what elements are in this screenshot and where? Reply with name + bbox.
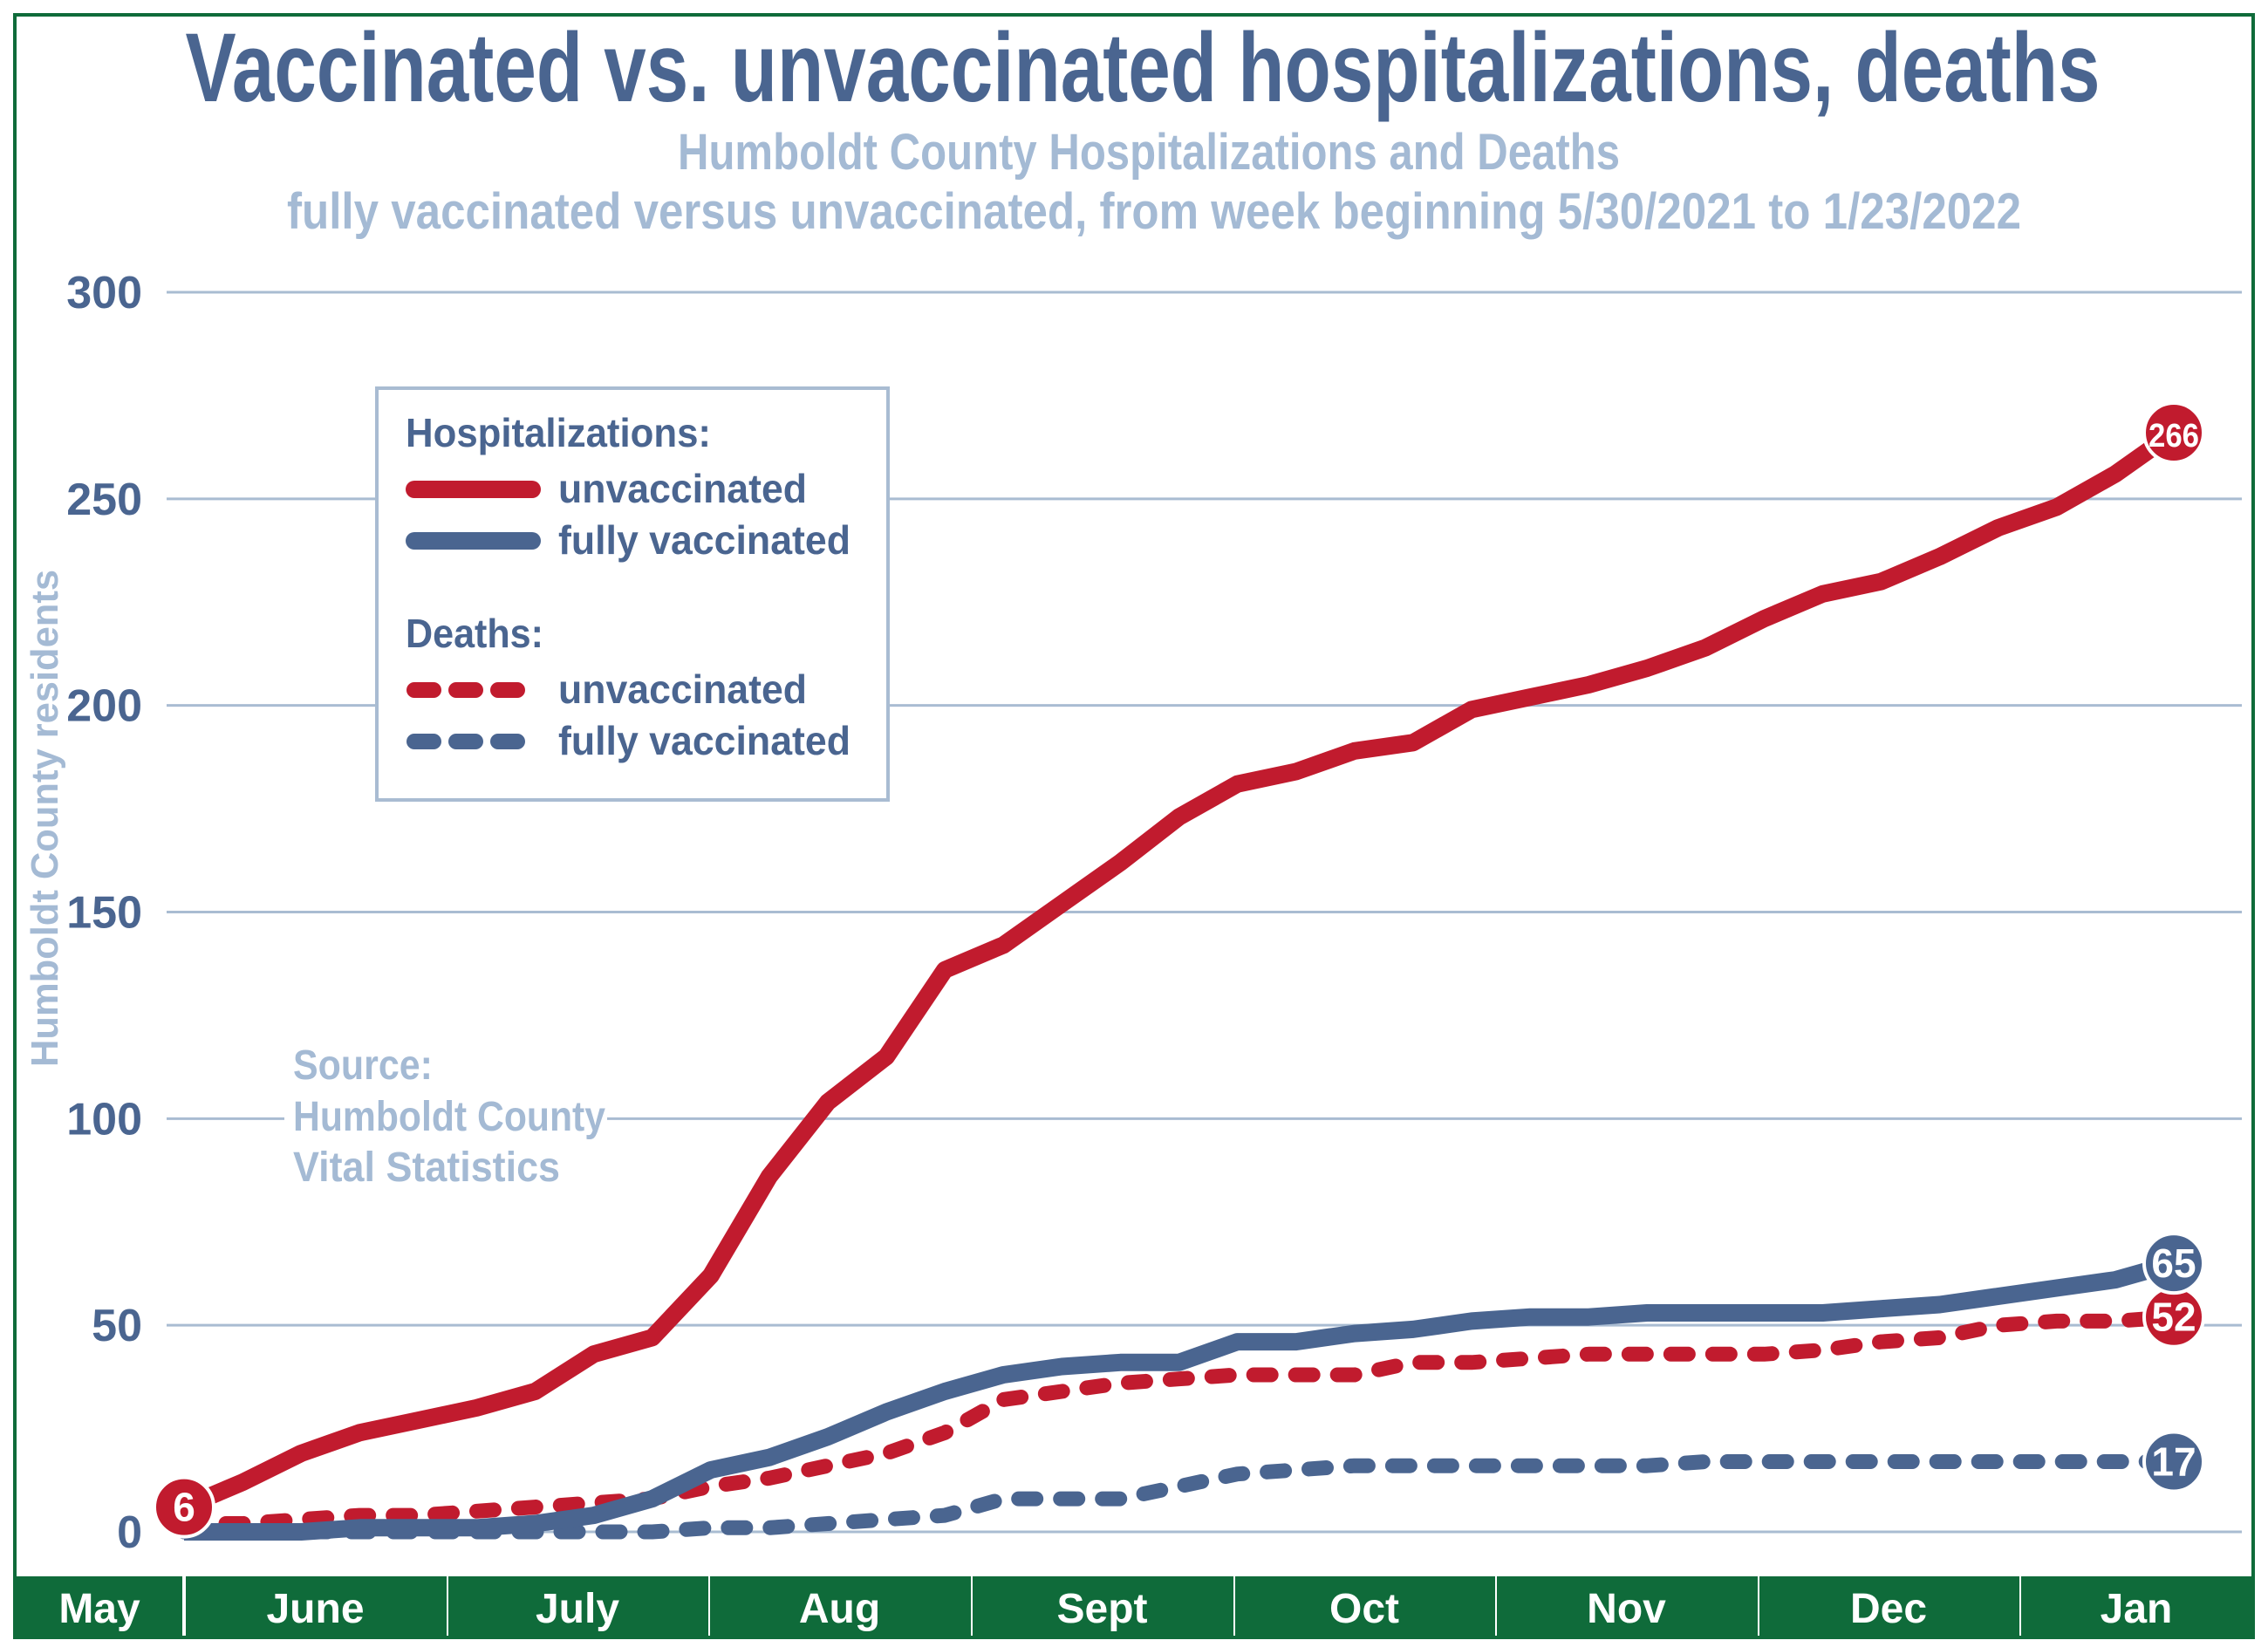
month-label: Aug xyxy=(799,1586,880,1632)
data-label-badge xyxy=(2142,401,2205,465)
data-label-text: 65 xyxy=(2151,1240,2196,1286)
month-cell xyxy=(710,1576,971,1637)
chart-frame xyxy=(13,13,2255,1639)
data-label-text: 266 xyxy=(2148,418,2199,454)
y-tick-label: 100 xyxy=(66,1094,142,1145)
month-label: May xyxy=(58,1586,140,1632)
source-line: Vital Statistics xyxy=(293,1145,560,1191)
month-cell xyxy=(1235,1576,1495,1637)
y-axis-label: Humboldt County residents xyxy=(24,570,66,1067)
data-label-badge xyxy=(2142,1232,2205,1295)
chart-title: Vaccinated vs. unvaccinated hospitalizat… xyxy=(186,13,2101,122)
data-label-text: 17 xyxy=(2151,1439,2196,1484)
chart-subtitle-1: Humboldt County Hospitalizations and Dea… xyxy=(678,124,1620,181)
source-note: Source: Humboldt County Vital Statistics xyxy=(284,1038,607,1204)
legend-box xyxy=(375,386,890,802)
chart-subtitle-2: fully vaccinated versus unvaccinated, fr… xyxy=(287,183,2021,240)
data-label: 6 xyxy=(153,1475,215,1539)
month-cell xyxy=(448,1576,708,1637)
y-tick-label: 250 xyxy=(66,475,142,525)
month-label: Oct xyxy=(1329,1586,1399,1632)
month-cell xyxy=(186,1576,447,1637)
legend-heading-deaths: Deaths: xyxy=(406,611,543,656)
legend-label: fully vaccinated xyxy=(558,718,850,763)
y-tick-label: 0 xyxy=(117,1507,142,1558)
month-cell xyxy=(1497,1576,1758,1637)
month-band: May June July Aug Sept Oct Nov Dec Jan xyxy=(15,1576,2253,1637)
data-label-text: 6 xyxy=(173,1485,195,1530)
data-label-badge xyxy=(2142,1430,2205,1493)
month-label: July xyxy=(536,1586,619,1632)
month-cell xyxy=(1759,1576,2019,1637)
month-label: Jan xyxy=(2101,1586,2173,1632)
series-line-deaths-unvaccinated xyxy=(176,1309,2182,1531)
data-label: 17 xyxy=(2142,1430,2205,1493)
end-labels: 17 52 65 266 6 xyxy=(153,401,2205,1539)
month-label: Dec xyxy=(1850,1586,1927,1632)
month-cell xyxy=(15,1576,182,1637)
series-line-hospitalizations-fully-vaccinated xyxy=(184,1254,2176,1541)
y-tick-label: 150 xyxy=(66,888,142,939)
month-cell xyxy=(2021,1576,2253,1637)
legend-label: fully vaccinated xyxy=(558,517,850,563)
legend: Hospitalizations: unvaccinated fully vac… xyxy=(375,386,890,802)
data-label-text: 52 xyxy=(2151,1295,2196,1340)
month-cell xyxy=(973,1576,1233,1637)
month-label: June xyxy=(266,1586,364,1632)
y-tick-label: 50 xyxy=(92,1301,142,1351)
data-label: 266 xyxy=(2142,401,2205,465)
legend-label: unvaccinated xyxy=(558,666,807,712)
source-line: Source: xyxy=(293,1042,433,1089)
legend-label: unvaccinated xyxy=(558,466,807,511)
y-tick-label: 200 xyxy=(66,681,142,732)
legend-heading-hosp: Hospitalizations: xyxy=(406,410,711,455)
y-tick-labels: 0 50 100 150 200 250 300 xyxy=(66,268,142,1558)
data-label: 52 xyxy=(2142,1285,2205,1349)
source-line: Humboldt County xyxy=(293,1094,605,1140)
series-line-hospitalizations-unvaccinated xyxy=(181,425,2179,1515)
data-label: 65 xyxy=(2142,1232,2205,1295)
month-label: Nov xyxy=(1587,1586,1666,1632)
y-tick-label: 300 xyxy=(66,268,142,318)
month-label: Sept xyxy=(1056,1586,1147,1632)
data-label-badge xyxy=(153,1475,215,1539)
series-lines xyxy=(176,425,2182,1541)
